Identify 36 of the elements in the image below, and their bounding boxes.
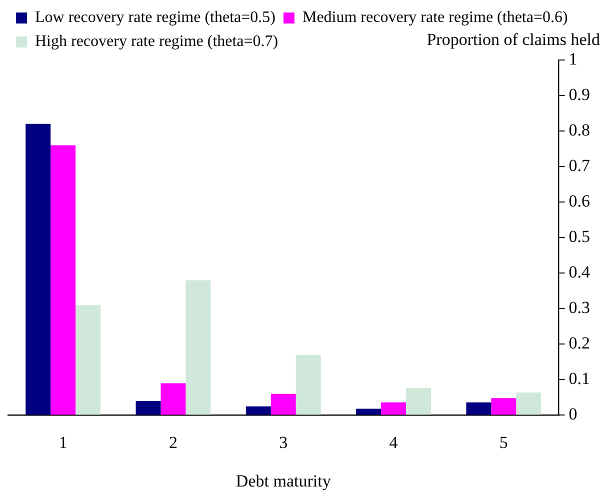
bar [381, 402, 406, 415]
legend-label: High recovery rate regime (theta=0.7) [35, 33, 278, 50]
bar [466, 402, 492, 415]
bar [296, 354, 321, 415]
x-tick-label: 3 [279, 432, 288, 452]
bar [160, 383, 186, 415]
bar [136, 400, 161, 415]
y-tick-label: 1 [568, 49, 578, 68]
x-tick-label: 4 [389, 432, 398, 452]
bar [516, 392, 542, 415]
y-tick-label: 0.3 [568, 298, 590, 318]
y-tick-label: 0.6 [568, 192, 590, 211]
y-tick-label: 0.7 [568, 156, 590, 176]
bar [50, 145, 76, 415]
bar [406, 388, 431, 415]
x-tick-label: 1 [58, 432, 68, 452]
y-tick-label: 0.5 [568, 227, 590, 246]
x-axis-title: Debt maturity [236, 471, 332, 490]
y-tick-label: 0.4 [568, 262, 590, 282]
bar [76, 305, 101, 415]
y-tick-label: 0 [568, 404, 578, 424]
x-tick-label: 2 [168, 432, 178, 452]
legend-label: Medium recovery rate regime (theta=0.6) [302, 9, 568, 26]
x-tick-label: 5 [499, 432, 508, 452]
bar [491, 398, 516, 415]
bar [26, 124, 51, 415]
bar [270, 394, 296, 415]
y-tick-label: 0.1 [568, 369, 590, 388]
y-tick-label: 0.8 [568, 120, 590, 140]
y-axis-title: Proportion of claims held [426, 30, 600, 50]
bar [246, 406, 271, 415]
bar [356, 408, 382, 415]
bar [186, 280, 211, 415]
y-tick-label: 0.9 [568, 84, 590, 104]
y-tick-label: 0.2 [568, 334, 590, 353]
legend-label: Low recovery rate regime (theta=0.5) [35, 9, 276, 26]
